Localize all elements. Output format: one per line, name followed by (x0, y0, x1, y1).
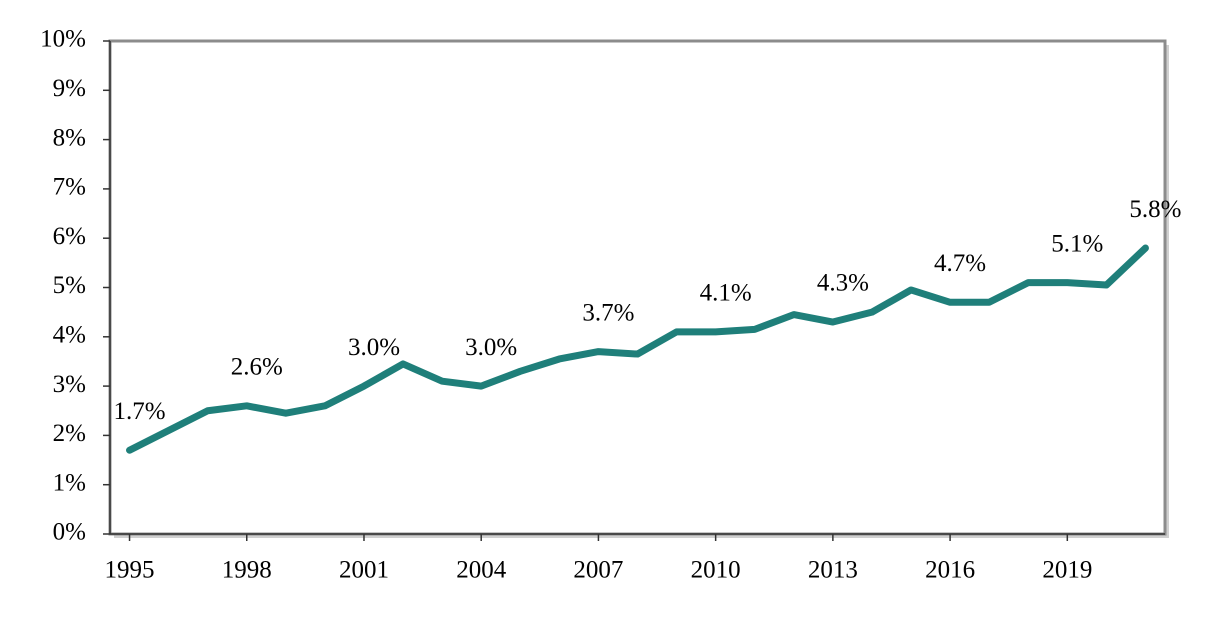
data-label: 3.0% (348, 334, 400, 361)
x-tick-label: 2019 (1042, 557, 1092, 584)
data-label: 1.7% (113, 398, 165, 425)
x-tick-label: 2010 (691, 557, 741, 584)
x-tick-label: 2001 (339, 557, 389, 584)
x-tick-label: 1998 (222, 557, 272, 584)
data-label: 4.3% (817, 270, 869, 297)
plot-frame (108, 39, 1167, 536)
x-tick-label: 2007 (573, 557, 623, 584)
data-label: 3.7% (582, 299, 634, 326)
y-tick-label: 1% (53, 469, 86, 496)
data-label: 4.7% (934, 250, 986, 277)
y-tick-label: 10% (40, 26, 86, 53)
y-tick-label: 8% (53, 124, 86, 151)
y-tick-label: 6% (53, 223, 86, 250)
data-label: 5.8% (1129, 196, 1181, 223)
data-label: 2.6% (231, 354, 283, 381)
data-label: 3.0% (465, 334, 517, 361)
data-label: 4.1% (700, 280, 752, 307)
x-tick-label: 2004 (456, 557, 507, 584)
x-tick-label: 2013 (808, 557, 858, 584)
y-tick-label: 5% (53, 272, 86, 299)
y-tick-label: 2% (53, 420, 86, 447)
x-tick-label: 1995 (105, 557, 155, 584)
y-tick-label: 3% (53, 371, 86, 398)
data-line (126, 244, 1149, 454)
y-tick-label: 7% (53, 174, 86, 201)
y-tick-label: 0% (53, 519, 86, 546)
data-label: 5.1% (1051, 230, 1103, 257)
y-tick-label: 4% (53, 322, 86, 349)
y-tick-label: 9% (53, 75, 86, 102)
x-tick-label: 2016 (925, 557, 975, 584)
